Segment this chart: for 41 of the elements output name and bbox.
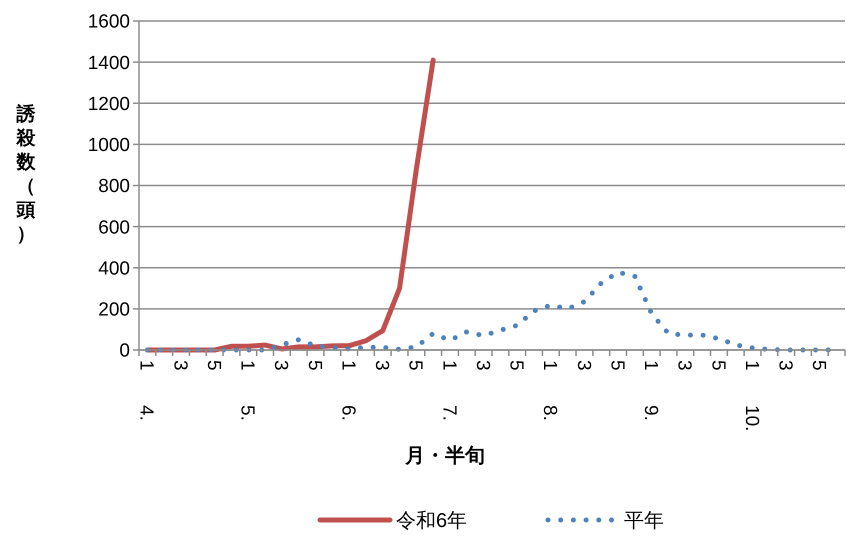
x-tick-label: 5 xyxy=(404,360,426,371)
x-tick-label: 3 xyxy=(472,360,493,371)
y-tick-label: 1400 xyxy=(88,52,130,74)
x-tick-label: 1 xyxy=(740,360,762,371)
x-tick-label: 3 xyxy=(270,360,292,371)
x-tick-label: 3 xyxy=(169,360,190,371)
y-tick-label: 800 xyxy=(98,176,130,198)
x-tick-label: 1 xyxy=(136,360,157,371)
y-tick-label: 0 xyxy=(119,340,130,362)
y-axis-title: 誘殺数（頭） xyxy=(16,103,36,245)
text: 4. xyxy=(136,405,157,421)
x-tick-label: 5 xyxy=(506,360,527,371)
y-tick-label: 200 xyxy=(98,300,130,321)
text: 10. xyxy=(740,405,762,432)
y-tick-label: 600 xyxy=(98,217,130,238)
y-tick-label: 1000 xyxy=(88,135,130,156)
y-tick-label: 1600 xyxy=(88,12,130,33)
x-tick-label: 1 xyxy=(337,360,358,371)
x-tick-label: 1 xyxy=(438,360,460,371)
x-tick-label: 1 xyxy=(539,360,560,371)
text: 8. xyxy=(539,405,560,421)
x-tick-label: 5 xyxy=(304,360,325,371)
text: 9. xyxy=(640,405,662,421)
y-tick-label: 400 xyxy=(98,258,130,280)
text: 7. xyxy=(438,405,460,421)
legend-label: 平年 xyxy=(624,510,664,532)
x-tick-label: 3 xyxy=(774,360,796,371)
legend-label: 令和6年 xyxy=(396,510,468,532)
x-tick-label: 5 xyxy=(606,360,628,371)
x-tick-label: 5 xyxy=(707,360,728,371)
x-axis-title: 月・半旬 xyxy=(404,445,485,467)
y-tick-label: 1200 xyxy=(88,94,130,115)
x-tick-label: 5 xyxy=(202,360,224,371)
x-tick-label: 3 xyxy=(371,360,392,371)
text: 5. xyxy=(236,405,258,421)
x-tick-label: 1 xyxy=(640,360,662,371)
x-tick-label: 1 xyxy=(236,360,258,371)
x-tick-label: 3 xyxy=(674,360,695,371)
x-tick-label: 5 xyxy=(808,360,830,371)
x-tick-label: 3 xyxy=(572,360,594,371)
text: 6. xyxy=(337,405,358,421)
